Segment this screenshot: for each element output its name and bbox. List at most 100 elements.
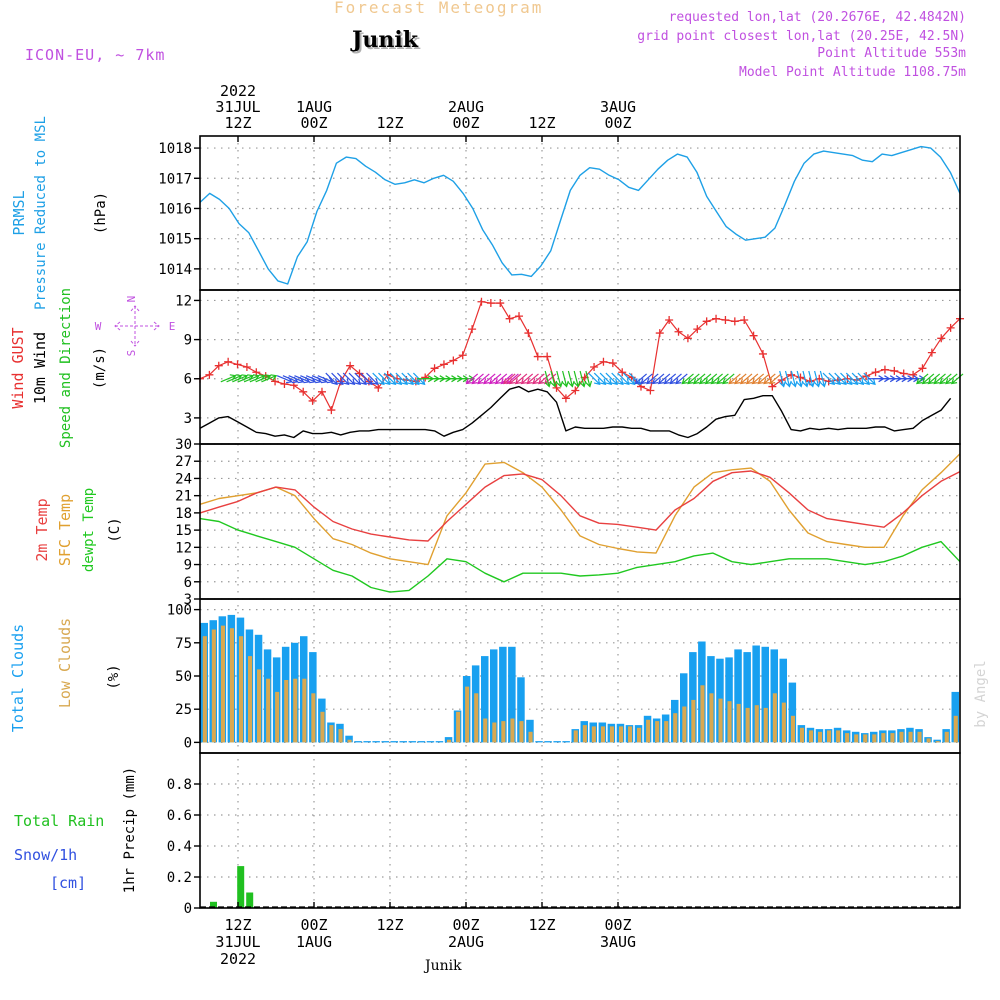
gridpoint-coords: grid point closest lon,lat (20.25E, 42.5… <box>637 29 966 44</box>
total-cloud-bar <box>390 741 398 743</box>
wind-gust-marker <box>890 366 899 375</box>
total-cloud-bar <box>499 646 507 743</box>
wind-gust-marker <box>205 370 214 379</box>
wind-gust-marker <box>721 316 730 325</box>
low-cloud-bar <box>700 685 705 743</box>
wind-direction-arrow <box>634 373 647 385</box>
low-cloud-bar <box>845 733 850 743</box>
temp-ytick-label: 27 <box>175 454 192 470</box>
low-cloud-bar <box>329 725 334 743</box>
wind-gust-marker <box>758 349 767 358</box>
low-cloud-bar <box>881 733 886 743</box>
wind-gust-marker <box>533 352 542 361</box>
wind-direction-arrow <box>477 373 490 385</box>
wind-gust-marker <box>524 329 533 338</box>
total-cloud-bar <box>933 739 941 743</box>
precip-ytick-label: 0.8 <box>167 777 192 793</box>
low-cloud-bar <box>275 691 280 743</box>
clouds-ytick-label: 25 <box>175 702 192 718</box>
low-cloud-bar <box>863 734 868 743</box>
wind-direction-arrow <box>544 370 552 388</box>
wind-gust-marker <box>233 360 242 369</box>
top-time-label: 00Z <box>452 114 479 132</box>
precip-ytick-label: 0.4 <box>167 839 192 855</box>
low-cloud-bar <box>266 678 271 743</box>
bottom-time-label: 12Z <box>528 916 555 934</box>
bottom-time-label: 00Z <box>300 916 327 934</box>
wind-unit-label: (m/s) <box>92 347 108 389</box>
low-cloud-bar <box>908 731 913 743</box>
wind-direction-arrow <box>401 372 414 386</box>
temp-ytick-label: 12 <box>175 540 192 556</box>
low-cloud-bar <box>257 669 262 743</box>
frame-layer <box>194 135 961 909</box>
total-cloud-bar <box>553 741 561 743</box>
wind-gust-marker <box>477 297 486 306</box>
wind-direction-arrow <box>796 370 804 388</box>
total-cloud-bar <box>508 646 516 743</box>
wind-direction-arrow <box>354 372 367 386</box>
wind-direction-arrow <box>488 373 502 385</box>
low-cloud-bar <box>229 628 234 743</box>
wind-direction-arrow <box>757 373 770 385</box>
wind-direction-label: Speed and Direction <box>58 288 74 448</box>
sfc-temp-line <box>199 453 961 566</box>
temp-ytick-label: 30 <box>175 437 192 453</box>
wind-direction-arrow <box>325 372 338 386</box>
bottom-time-label: 00Z <box>452 916 479 934</box>
wind-direction-arrow <box>921 373 935 385</box>
low-cloud-bar <box>492 722 497 743</box>
total-cloud-bar <box>788 682 797 743</box>
low-cloud-bar <box>772 693 777 743</box>
wind-direction-arrow <box>646 373 659 385</box>
low-cloud-bar <box>311 693 316 743</box>
wind-direction-arrow <box>916 373 929 385</box>
wind-direction-arrow <box>562 370 569 388</box>
wind-gust-marker <box>458 351 467 360</box>
pressure-ytick-label: 1018 <box>158 141 192 157</box>
rain-bar <box>210 901 217 908</box>
wind-direction-arrow <box>336 372 350 386</box>
low-cloud-bar <box>736 703 741 743</box>
low-cloud-bar <box>899 731 904 743</box>
wind-direction-arrow <box>851 372 865 386</box>
precip-panel-frame <box>199 752 961 909</box>
wind-gust-marker <box>571 386 580 395</box>
wind-gust-marker <box>383 370 392 379</box>
wind-direction-arrow <box>573 370 581 388</box>
wind-gust-marker <box>421 373 430 382</box>
wind-direction-arrow <box>739 373 753 385</box>
precip-ytick-label: 0 <box>184 901 192 917</box>
low-cloud-bar <box>519 721 524 743</box>
wind-direction-arrow <box>845 372 859 386</box>
location-title: Junik <box>352 27 418 53</box>
total-cloud-bar <box>490 649 498 743</box>
wind-gust-marker <box>946 323 955 332</box>
low-cloud-bar <box>501 721 506 743</box>
wind-direction-arrow <box>704 373 718 385</box>
low-cloud-bar <box>872 734 877 743</box>
temp-ytick-label: 18 <box>175 506 192 522</box>
data-layer <box>196 145 964 908</box>
low-cloud-bar <box>220 625 225 743</box>
model-altitude: Model Point Altitude 1108.75m <box>739 65 966 80</box>
wind-ytick-label: 6 <box>184 372 192 388</box>
text-layer: 1014101510161017101836912369121518212427… <box>9 82 989 968</box>
wind-direction-arrow <box>550 370 558 388</box>
low-cloud-bar <box>347 739 352 743</box>
wind-direction-arrow <box>802 370 810 388</box>
temp-ytick-label: 21 <box>175 489 192 505</box>
wind-gust-marker <box>768 382 777 391</box>
bottom-time-label: 2AUG <box>448 933 484 951</box>
wind-gust-marker <box>880 365 889 374</box>
bottom-time-label: 00Z <box>604 916 631 934</box>
total-cloud-bar <box>345 735 353 743</box>
wind-direction-arrow <box>693 373 706 385</box>
wind-gust-marker <box>515 312 524 321</box>
wind-direction-arrow <box>611 372 624 386</box>
wind-gust-marker <box>646 386 655 395</box>
wind-ytick-label: 12 <box>175 293 192 309</box>
low-cloud-bar <box>809 730 814 743</box>
low-cloud-bar <box>239 636 244 743</box>
